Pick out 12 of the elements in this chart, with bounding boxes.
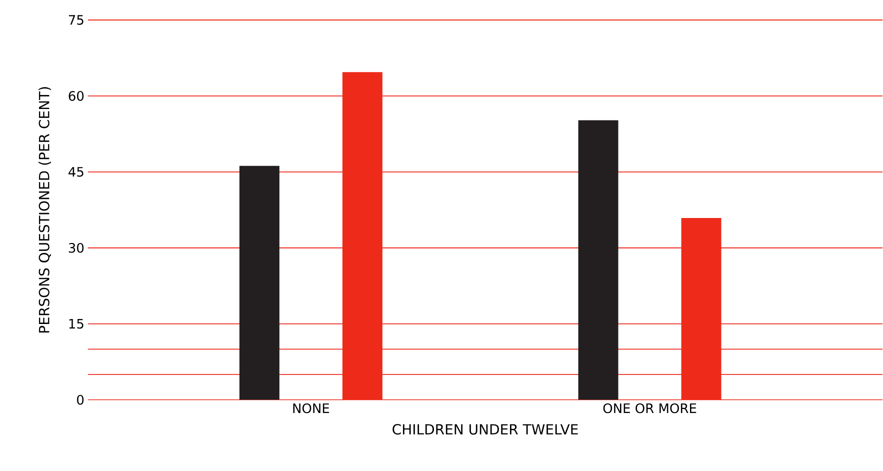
bar [578, 120, 618, 400]
y-tick-label: 0 [77, 395, 84, 405]
y-axis-title: PERSONS QUESTIONED (PER CENT) [38, 87, 52, 333]
y-tick-label: 75 [68, 15, 84, 25]
x-tick-label: ONE OR MORE [603, 403, 696, 414]
y-tick-label: 45 [68, 167, 84, 177]
x-axis-title: CHILDREN UNDER TWELVE [392, 424, 578, 435]
y-tick-label: 60 [68, 91, 84, 101]
y-tick-label: 30 [68, 243, 84, 253]
x-tick-label: NONE [293, 403, 330, 414]
bar [239, 166, 280, 400]
y-tick-label: 15 [69, 319, 84, 329]
